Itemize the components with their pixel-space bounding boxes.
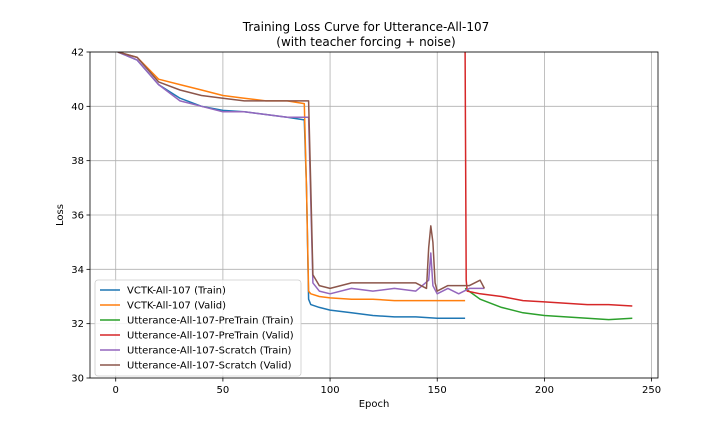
axis-ticks: 0 50 100 150 200 250 30 32 34 36 38 40 42 <box>71 48 661 397</box>
chart-subtitle: (with teacher forcing + noise) <box>276 35 455 49</box>
y-tick-label: 36 <box>71 211 84 222</box>
chart-title: Training Loss Curve for Utterance-All-10… <box>242 20 489 34</box>
legend-label: Utterance-All-107-Scratch (Valid) <box>127 361 292 372</box>
series-lines <box>117 52 633 321</box>
series-line-3 <box>464 287 633 321</box>
legend-label: VCTK-All-107 (Train) <box>127 286 226 297</box>
legend-label: Utterance-All-107-PreTrain (Train) <box>127 316 294 327</box>
series-line-1 <box>117 52 466 319</box>
x-axis-label: Epoch <box>359 399 390 410</box>
legend: VCTK-All-107 (Train) VCTK-All-107 (Valid)… <box>94 279 302 377</box>
y-tick-label: 42 <box>71 48 84 59</box>
x-tick-label: 100 <box>321 385 340 396</box>
x-tick-label: 250 <box>642 385 661 396</box>
x-tick-label: 50 <box>217 385 230 396</box>
y-tick-label: 30 <box>71 374 84 385</box>
y-tick-label: 32 <box>71 319 84 330</box>
y-tick-label: 40 <box>71 102 84 113</box>
x-tick-label: 200 <box>535 385 554 396</box>
series-line-2 <box>117 52 466 302</box>
y-axis-label: Loss <box>55 204 66 226</box>
x-tick-label: 150 <box>428 385 447 396</box>
x-tick-label: 0 <box>113 385 119 396</box>
legend-label: Utterance-All-107-PreTrain (Valid) <box>127 331 294 342</box>
legend-label: VCTK-All-107 (Valid) <box>127 301 226 312</box>
y-tick-label: 34 <box>71 265 84 276</box>
series-line-6 <box>117 52 486 292</box>
legend-label: Utterance-All-107-Scratch (Train) <box>127 346 292 357</box>
series-line-5 <box>117 52 485 295</box>
legend-box <box>94 279 302 377</box>
y-tick-label: 38 <box>71 156 84 167</box>
series-line-4 <box>464 52 633 307</box>
